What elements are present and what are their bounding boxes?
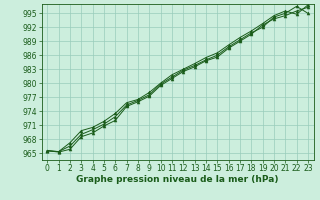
X-axis label: Graphe pression niveau de la mer (hPa): Graphe pression niveau de la mer (hPa): [76, 175, 279, 184]
